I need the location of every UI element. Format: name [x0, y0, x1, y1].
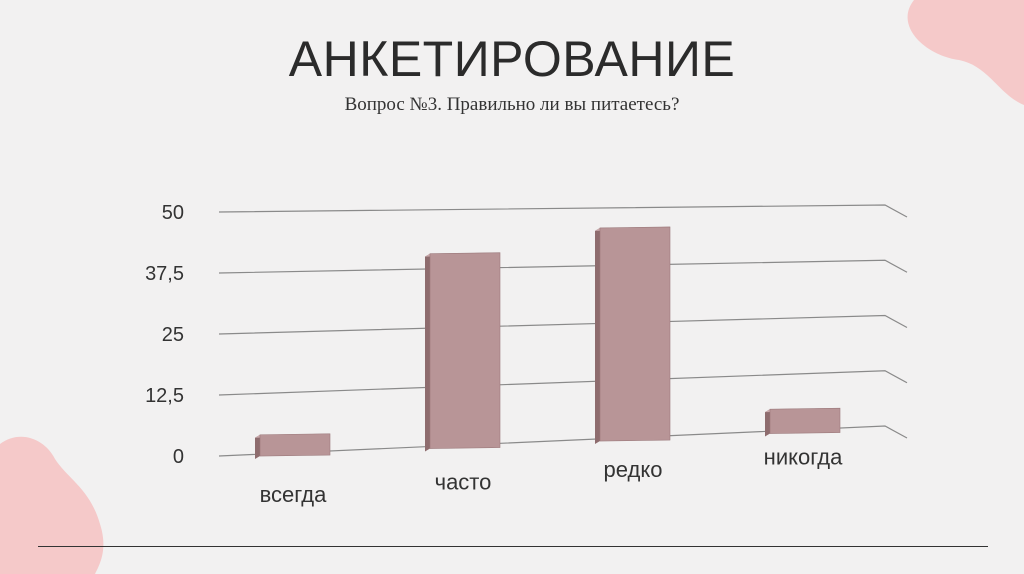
bar-side: [595, 227, 600, 445]
y-tick-label: 50: [162, 202, 184, 224]
y-tick-label: 37,5: [145, 263, 184, 285]
grid-line: [218, 370, 908, 396]
footer-divider: [38, 546, 988, 547]
x-axis-labels: всегда часто редко никогда: [260, 445, 843, 508]
x-category-label: редко: [604, 457, 663, 482]
decorative-blob-top-right: [907, 0, 1024, 105]
x-category-label: всегда: [260, 482, 328, 507]
slide-subtitle: Вопрос №3. Правильно ли вы питаетесь?: [344, 94, 680, 115]
bar-side: [425, 253, 430, 452]
x-category-label: часто: [435, 470, 492, 495]
bar-часто: [429, 252, 501, 449]
y-tick-label: 12,5: [145, 385, 184, 407]
bar-никогда: [769, 407, 841, 434]
y-tick-label: 0: [173, 446, 184, 468]
y-axis-ticks: 0 12,5 25 37,5 50: [145, 202, 184, 468]
slide-title: АНКЕТИРОВАНИЕ: [288, 31, 736, 87]
x-category-label: никогда: [764, 445, 843, 470]
grid-line: [218, 259, 908, 274]
grid-line: [218, 204, 908, 218]
grid-line: [218, 314, 908, 335]
y-tick-label: 25: [162, 324, 184, 346]
bar-side: [255, 434, 260, 460]
bar-редко: [599, 226, 671, 442]
bar-side: [765, 409, 770, 437]
decorative-blob-bottom-left: [0, 436, 104, 574]
bars: [255, 226, 841, 460]
bar-всегда: [259, 433, 331, 457]
